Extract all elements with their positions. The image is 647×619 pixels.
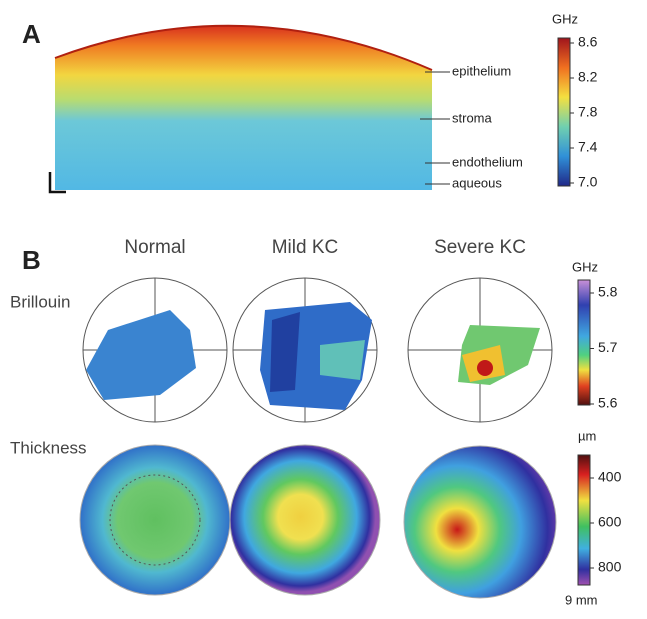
colorbar-tick-label: 5.8 [598, 284, 618, 300]
colorbar-tick-label: 5.7 [598, 339, 618, 355]
scale-bar [48, 172, 66, 194]
column-header: Mild KC [272, 237, 339, 258]
column-header: Severe KC [434, 237, 526, 258]
layer-label: epithelium [452, 63, 511, 78]
colorbar-title: µm [578, 428, 596, 443]
colorbar-tick-label: 7.0 [578, 174, 598, 190]
brillouin-region [477, 360, 493, 376]
layer-label: stroma [452, 110, 493, 125]
thickness-map [403, 445, 557, 599]
colorbar-title: GHz [552, 11, 578, 26]
scale-label: 9 mm [565, 592, 598, 607]
thickness-map [229, 444, 381, 596]
surface-line [54, 24, 433, 71]
colorbar [577, 279, 591, 406]
colorbar-tick-label: 400 [598, 469, 622, 485]
row-label: Thickness [10, 438, 87, 457]
row-label: Brillouin [10, 292, 70, 311]
colorbar [557, 37, 571, 187]
colorbar-tick-label: 8.6 [578, 34, 598, 50]
colorbar-tick-label: 5.6 [598, 395, 618, 411]
brillouin-cross-section [55, 25, 432, 191]
layer-arrows [420, 71, 450, 185]
layer-label: endothelium [452, 154, 523, 169]
layer-label: aqueous [452, 175, 502, 190]
panel-label: B [22, 245, 41, 275]
column-header: Normal [124, 237, 185, 258]
colorbar-tick-label: 600 [598, 514, 622, 530]
brillouin-region [270, 312, 300, 392]
brillouin-map [86, 310, 196, 400]
colorbar-tick-label: 7.4 [578, 139, 598, 155]
colorbar-tick-label: 800 [598, 559, 622, 575]
colorbar [577, 454, 591, 586]
panel-label: A [22, 19, 41, 49]
colorbar-tick-label: 8.2 [578, 69, 598, 85]
colorbar-tick-label: 7.8 [578, 104, 598, 120]
contour [109, 474, 201, 566]
thickness-map [79, 444, 231, 596]
colorbar-title: GHz [572, 259, 598, 274]
brillouin-region [320, 340, 365, 380]
